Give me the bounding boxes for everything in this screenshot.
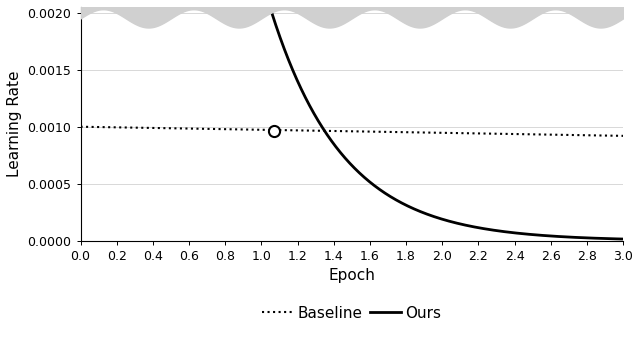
Legend: Baseline, Ours: Baseline, Ours — [256, 299, 447, 327]
X-axis label: Epoch: Epoch — [328, 268, 375, 283]
Y-axis label: Learning Rate: Learning Rate — [7, 71, 22, 177]
